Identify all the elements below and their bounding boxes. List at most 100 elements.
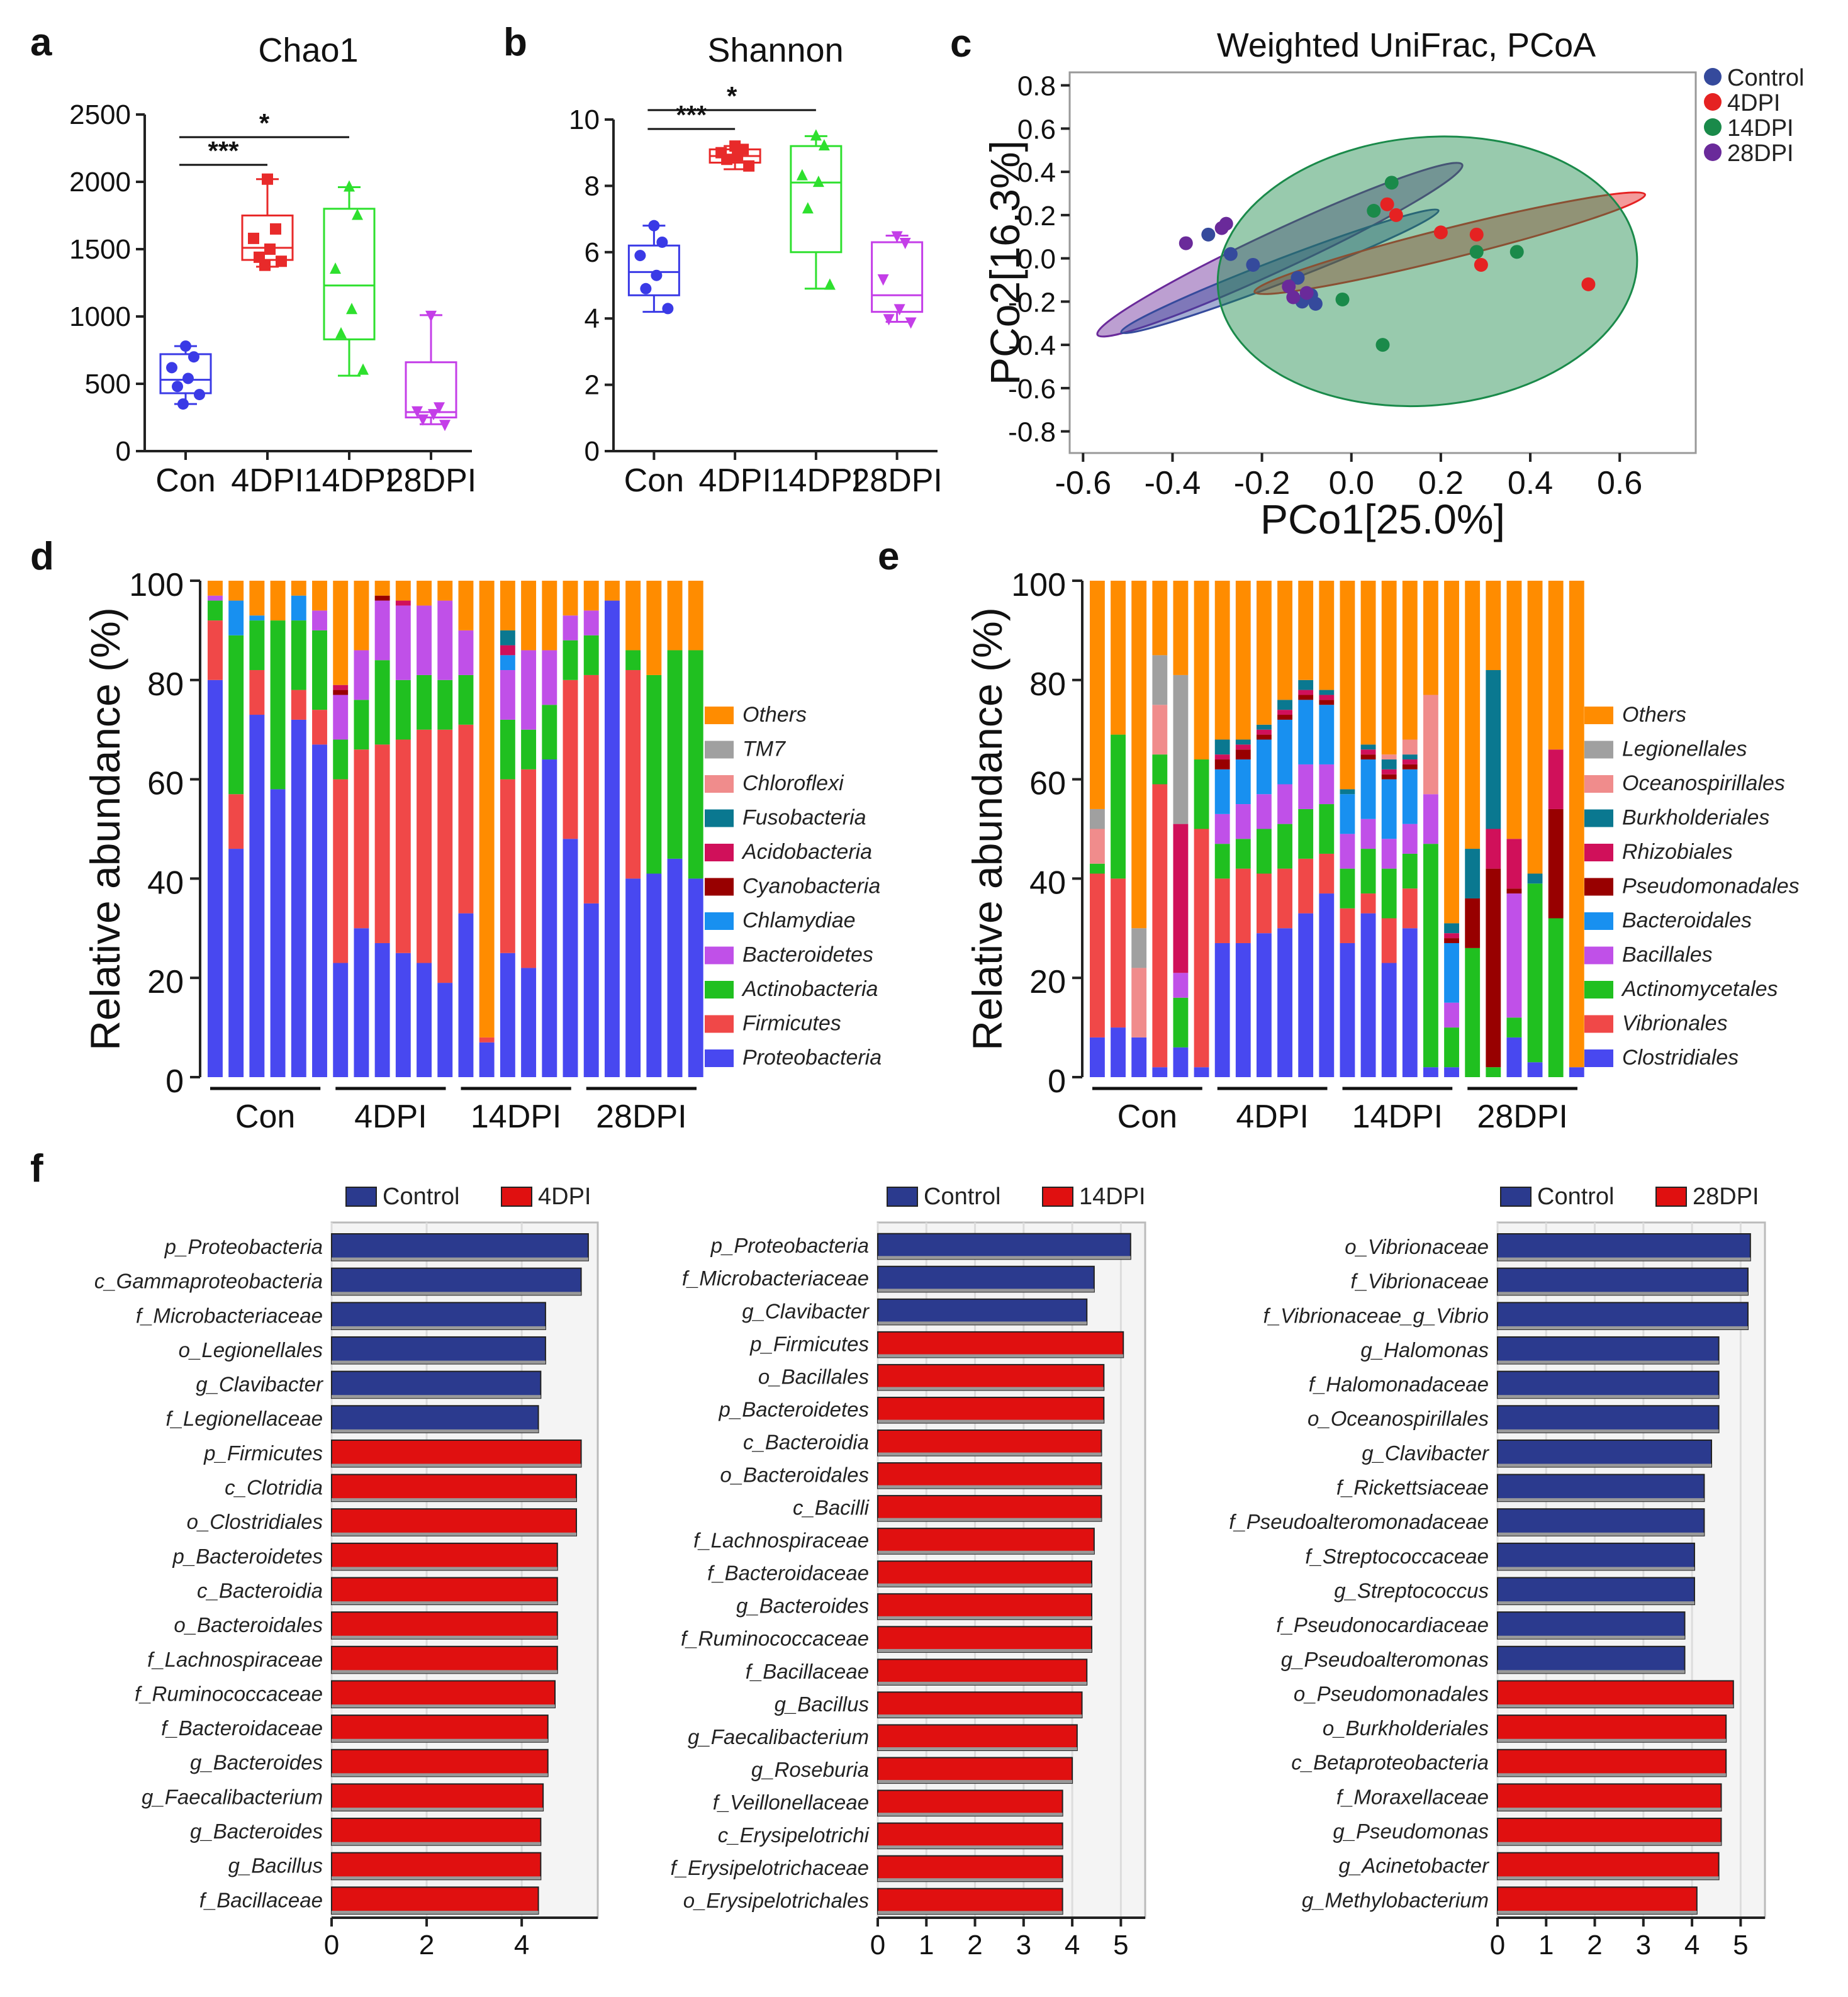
y-tick-label: 8 [585, 171, 600, 201]
taxon-label: f_Legionellaceae [165, 1407, 323, 1430]
lda-bar [1497, 1302, 1749, 1330]
x-tick-label: Con [624, 462, 684, 499]
lda-bar [1497, 1852, 1720, 1881]
lda-bar [1497, 1748, 1727, 1777]
bar-segment-actinomycetales [1257, 829, 1272, 874]
lda-bar [877, 1331, 1124, 1358]
lefse-28dpi-chart: o_Vibrionaceae f_Vibrionaceae f_Vibrionace… [1229, 1183, 1766, 1961]
bar-segment-vibrionales [1340, 908, 1355, 943]
lda-bar-shadow [332, 1360, 546, 1364]
taxon-label: g_Pseudomonas [1333, 1820, 1489, 1843]
lda-bar-shadow [332, 1567, 557, 1570]
lda-bar-shadow [878, 1813, 1063, 1816]
x-tick-label: 0 [324, 1930, 339, 1961]
taxon-label: g_Bacillus [228, 1854, 323, 1877]
legend-label: Burkholderiales [1622, 806, 1769, 830]
bar-segment-others [395, 581, 411, 601]
taxon-label: p_Firmicutes [749, 1332, 869, 1355]
bar-segment-clostridiales [1527, 1062, 1543, 1077]
bar-segment-proteobacteria [563, 839, 578, 1077]
bar-segment-actinobacteria [354, 700, 369, 750]
group-label: Con [235, 1099, 295, 1135]
bar-segment-actinomycetales [1152, 754, 1168, 785]
taxon-label: f_Bacteroidaceae [161, 1716, 323, 1740]
lda-bar [877, 1659, 1088, 1686]
bar-segment-firmicutes [208, 620, 223, 680]
legend-swatch [1584, 707, 1613, 724]
data-point [656, 236, 668, 248]
data-point [330, 262, 341, 274]
bar-segment-proteobacteria [270, 789, 286, 1077]
bar-segment-clostridiales [1506, 1037, 1522, 1077]
legend-swatch [705, 912, 734, 930]
legend-label: 14DPI [1079, 1183, 1146, 1210]
x-tick-label: -0.2 [1234, 465, 1291, 501]
taxon-label: g_Clavibacter [742, 1299, 870, 1323]
bar-segment-clostridiales [1090, 1037, 1105, 1077]
bar-segment-bacteroidales [1235, 759, 1251, 805]
lda-bar-shadow [332, 1429, 539, 1433]
bar-segment-proteobacteria [667, 858, 683, 1077]
taxon-label: g_Clavibacter [196, 1373, 324, 1396]
bar-segment-fusobacteria [500, 630, 515, 646]
bar-segment-others [646, 581, 662, 675]
bar-segment-others [667, 581, 683, 651]
lda-bar-shadow [878, 1289, 1094, 1292]
bar-segment-others [208, 581, 223, 596]
lda-bar-shadow [878, 1518, 1102, 1521]
lda-bar [1497, 1783, 1722, 1812]
data-point [425, 310, 437, 322]
bar-segment-rhizobiales [1444, 933, 1459, 939]
bar-segment-clostridiales [1444, 1067, 1459, 1077]
y-tick-label: 10 [569, 104, 600, 135]
x-tick-label: 5 [1113, 1930, 1128, 1961]
data-point [1380, 197, 1394, 211]
lda-bar-shadow [878, 1845, 1063, 1849]
data-point [810, 129, 822, 141]
data-point [1223, 247, 1238, 261]
taxon-label: g_Bacillus [775, 1692, 869, 1716]
bar-segment-rhizobiales [1277, 710, 1292, 715]
bar-segment-others [1131, 581, 1147, 929]
taxon-label: c_Gammaproteobacteria [94, 1270, 323, 1293]
x-tick-label: 3 [1016, 1930, 1031, 1961]
bar-segment-bacillales [1277, 784, 1292, 824]
data-point [1367, 204, 1381, 218]
x-tick-label: 4 [1684, 1930, 1700, 1961]
bar-segment-firmicutes [437, 729, 453, 983]
legend-swatch [1042, 1187, 1073, 1207]
legend-swatch [705, 809, 734, 827]
y-tick-label: 6 [585, 237, 600, 268]
bar-segment-chlamydiae [291, 595, 306, 621]
data-point [905, 317, 917, 329]
bar-segment-others [1381, 581, 1397, 755]
bar-segment-bacteroidales [1381, 779, 1397, 839]
bar-segment-others [542, 581, 557, 651]
lda-bar [1497, 1233, 1751, 1261]
bar-segment-others [563, 581, 578, 616]
y-tick-label: -0.2 [1008, 287, 1056, 318]
lda-bar-shadow [1498, 1498, 1705, 1502]
bar-segment-firmicutes [563, 680, 578, 839]
lda-bar [1497, 1370, 1720, 1399]
data-point [877, 274, 889, 286]
bar-segment-others [1569, 581, 1584, 1068]
legend-label: Firmicutes [742, 1012, 841, 1036]
lda-bar [331, 1370, 542, 1399]
legend-label: Cyanobacteria [742, 875, 880, 898]
bar-segment-rhizobiales [1257, 729, 1272, 735]
data-point [634, 250, 646, 262]
lda-bar-shadow [1498, 1292, 1748, 1295]
bar-segment-rhizobiales [1319, 695, 1335, 700]
bar-segment-others [479, 581, 495, 1038]
bar-segment-actinobacteria [333, 739, 349, 780]
bar-segment-actinobacteria [688, 650, 703, 879]
taxon-label: f_Vibrionaceae [1350, 1270, 1489, 1293]
bar-segment-rhizobiales [1214, 754, 1230, 760]
data-point [172, 381, 183, 393]
bar-segment-burkholderiales [1465, 849, 1481, 898]
bar-segment-others [437, 581, 453, 601]
data-point [1308, 296, 1323, 311]
data-point [824, 278, 836, 290]
bar-segment-firmicutes [374, 744, 390, 943]
